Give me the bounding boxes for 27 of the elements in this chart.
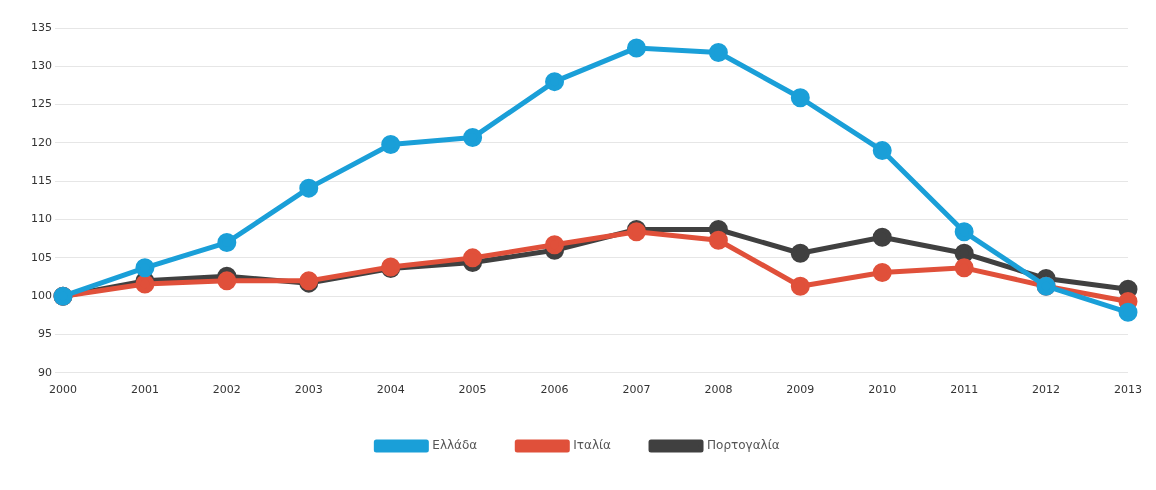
x-tick-label: 2001 xyxy=(130,383,159,397)
y-tick-label: 100 xyxy=(31,289,52,303)
y-tick-label: 115 xyxy=(31,174,52,188)
x-tick-label: 2013 xyxy=(1114,383,1142,397)
y-tick-label: 110 xyxy=(31,212,52,226)
x-tick-label: 2011 xyxy=(950,383,979,397)
x-tick-label: 2003 xyxy=(294,383,323,397)
y-tick-label: 125 xyxy=(31,97,52,111)
legend-label: Ιταλία xyxy=(573,438,612,453)
x-tick-label: 2009 xyxy=(786,383,815,397)
x-tick-label: 2006 xyxy=(540,383,569,397)
x-tick-label: 2012 xyxy=(1032,383,1061,397)
y-tick-label: 135 xyxy=(31,20,52,34)
y-tick-label: 90 xyxy=(38,365,52,379)
x-tick-label: 2004 xyxy=(376,383,405,397)
x-tick-label: 2010 xyxy=(868,383,897,397)
x-tick-label: 2005 xyxy=(458,383,487,397)
x-tick-label: 2008 xyxy=(704,383,733,397)
legend-label: Πορτογαλία xyxy=(707,438,780,453)
x-tick-label: 2000 xyxy=(49,383,77,397)
x-tick-label: 2007 xyxy=(622,383,651,397)
y-tick-label: 130 xyxy=(31,59,52,73)
y-tick-label: 95 xyxy=(38,327,52,341)
y-tick-label: 120 xyxy=(31,135,52,149)
x-tick-label: 2002 xyxy=(212,383,241,397)
y-tick-label: 105 xyxy=(31,250,52,264)
legend-label: Ελλάδα xyxy=(432,438,478,453)
